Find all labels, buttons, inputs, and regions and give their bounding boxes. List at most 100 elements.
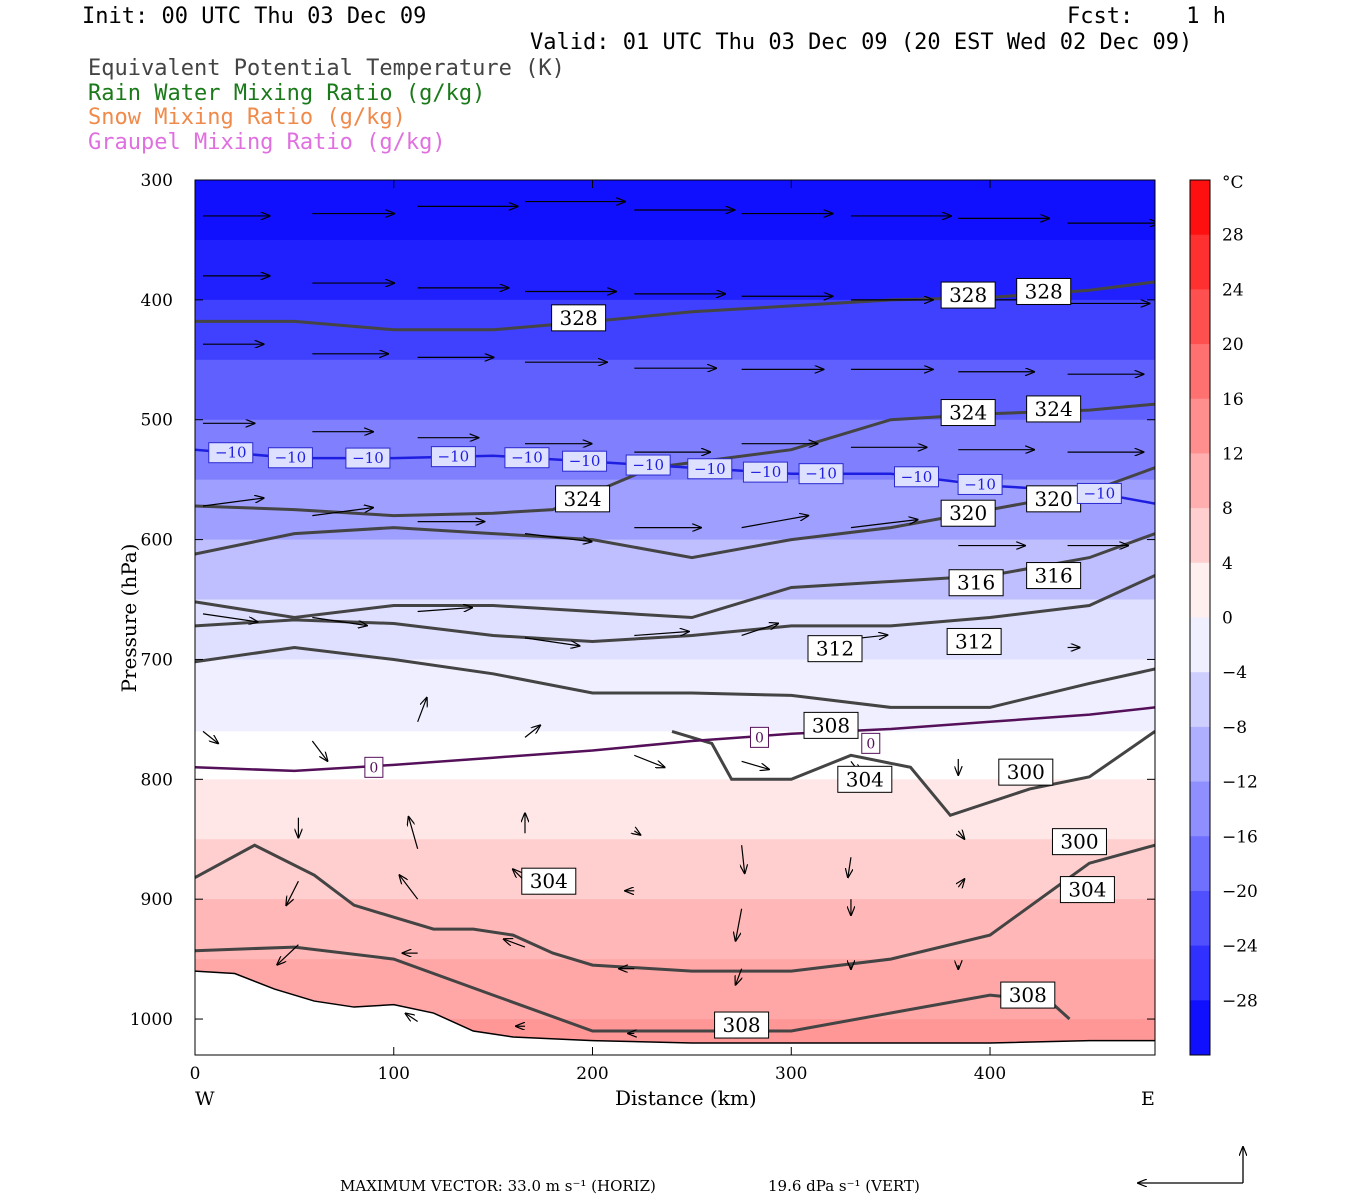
x-tick-label: 100	[378, 1064, 410, 1084]
y-tick-label: 900	[141, 890, 173, 910]
colorbar-tick-label: 24	[1222, 280, 1244, 300]
temperature-band	[195, 539, 1155, 601]
contour-label: 312	[955, 629, 993, 653]
wind-vector	[524, 637, 580, 646]
isotherm-label-minus10: −10	[511, 449, 543, 467]
temperature-shading	[195, 180, 1155, 1055]
contour-label: 308	[812, 713, 850, 737]
wind-vector	[202, 498, 264, 507]
colorbar-swatch	[1190, 562, 1210, 618]
y-tick-label: 800	[141, 770, 173, 790]
y-axis-label: Pressure (hPa)	[117, 544, 141, 693]
isotherm-label-zero: 0	[369, 760, 378, 776]
isotherm-label-box	[742, 461, 788, 483]
contour-label: 324	[949, 401, 987, 425]
theta-e-contour-308	[195, 645, 1155, 709]
contour-label: 316	[1035, 564, 1073, 588]
isotherm-label-box	[1076, 482, 1122, 504]
isotherm-label-box	[208, 442, 254, 464]
theta-e-contour-304	[195, 843, 1155, 973]
wind-vector	[409, 817, 419, 849]
wind-vector	[417, 698, 427, 722]
max-vector-vert: 19.6 dPa s⁻¹ (VERT)	[768, 1177, 920, 1195]
contour-label: 304	[530, 869, 568, 893]
contour-label: 320	[949, 501, 987, 525]
colorbar-tick-label: −24	[1222, 937, 1258, 957]
contour-label-box	[1000, 981, 1056, 1009]
contour-label-box	[837, 765, 893, 793]
colorbar-tick-label: 12	[1222, 444, 1244, 464]
colorbar-swatch	[1190, 617, 1210, 673]
contour-label-box	[555, 485, 611, 513]
x-axis-label: Distance (km)	[615, 1086, 757, 1110]
contour-label-box	[948, 569, 1004, 597]
contour-label-box	[1059, 876, 1115, 904]
temperature-band	[195, 839, 1155, 901]
x-tick-label: 0	[190, 1064, 201, 1084]
contour-label-box	[714, 1011, 770, 1039]
init-time: Init: 00 UTC Thu 03 Dec 09	[82, 4, 427, 29]
wind-vector	[850, 520, 918, 529]
contour-label: 312	[816, 637, 854, 661]
isotherm-label-zero: 0	[755, 730, 764, 746]
colorbar-swatch	[1190, 453, 1210, 509]
isotherm-label-minus10: −10	[352, 449, 384, 467]
wind-vector	[312, 616, 367, 626]
x-tick-label: 200	[576, 1064, 608, 1084]
contour-label-box	[1026, 395, 1082, 423]
wind-vector	[741, 760, 769, 769]
contour-label-box	[803, 711, 859, 739]
wind-vector	[286, 880, 299, 905]
valid-time: Valid: 01 UTC Thu 03 Dec 09 (20 EST Wed …	[530, 30, 1193, 55]
colorbar-swatch	[1190, 234, 1210, 290]
wind-vector	[524, 725, 540, 738]
reference-vector-icon	[1138, 1147, 1243, 1183]
wind-vector	[741, 623, 778, 637]
isotherm-label-box	[345, 447, 391, 469]
colorbar-tick-label: −28	[1222, 991, 1258, 1011]
colorbar-tick-label: 20	[1222, 335, 1244, 355]
temperature-band	[195, 779, 1155, 841]
wind-vector	[399, 875, 419, 900]
isotherm-label-box	[798, 463, 844, 485]
plot-frame	[194, 179, 1156, 1056]
temperature-band	[195, 299, 1155, 361]
wind-vector	[504, 939, 526, 948]
x-tick-label: 400	[974, 1064, 1006, 1084]
y-tick-label: 700	[141, 650, 173, 670]
temperature-band	[195, 239, 1155, 301]
wind-vector	[634, 631, 689, 635]
colorbar-swatch	[1190, 398, 1210, 454]
contour-label: 300	[1060, 830, 1098, 854]
contour-label-box	[998, 758, 1054, 786]
isotherm-label-box	[893, 466, 939, 488]
x-axis-west: W	[195, 1088, 215, 1110]
colorbar-swatch	[1190, 289, 1210, 345]
wind-vector	[634, 831, 640, 835]
colorbar-unit: °C	[1222, 173, 1244, 193]
colorbar-tick-label: −20	[1222, 882, 1258, 902]
colorbar-tick-label: −16	[1222, 827, 1258, 847]
wind-vector	[277, 944, 299, 965]
wind-vector	[312, 508, 373, 517]
contour-label: 300	[1007, 760, 1045, 784]
contour-label-box	[1026, 485, 1082, 513]
contour-label-box	[551, 304, 607, 332]
contour-label: 304	[846, 767, 884, 791]
axes: 0 100 200 300 400 300 400 500 600 700 800 900 1000	[130, 171, 1155, 1084]
wind-vector	[736, 968, 742, 985]
isotherm-label-minus10: −10	[275, 449, 307, 467]
terrain-fill	[194, 970, 1155, 1055]
contour-labels: 328 328 328 324 324 324 320 320 316 316 312 312 308 3…	[208, 277, 1122, 1039]
contour-label: 324	[1035, 397, 1073, 421]
isotherm-label-minus10: −10	[632, 456, 664, 474]
wind-vector	[742, 845, 745, 873]
y-tick-label: 300	[141, 171, 173, 191]
contour-label-box	[807, 635, 863, 663]
contour-label: 328	[1025, 279, 1063, 303]
isotherm-label-box	[562, 450, 608, 472]
legend-theta-e: Equivalent Potential Temperature (K)	[88, 56, 565, 81]
wind-vector	[958, 879, 964, 887]
colorbar-tick-label: −12	[1222, 773, 1258, 793]
isotherm-zero	[195, 706, 1155, 773]
